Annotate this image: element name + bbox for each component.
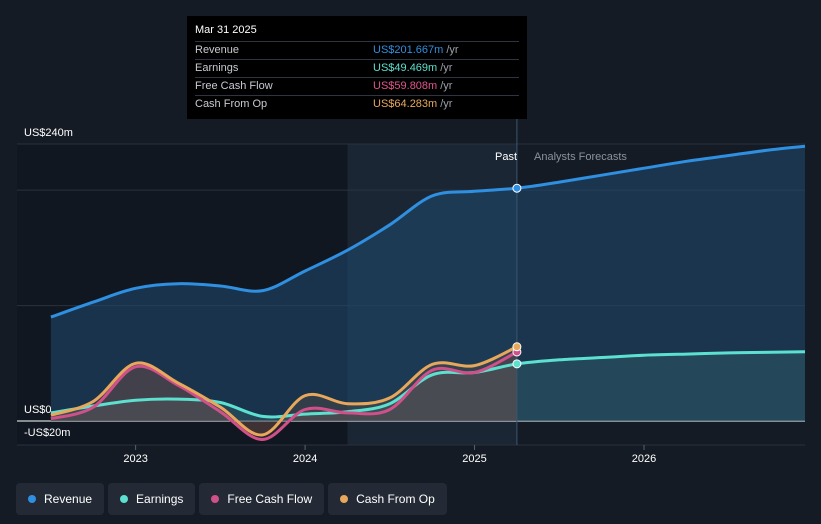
legend-item-free-cash-flow[interactable]: Free Cash Flow [199, 483, 325, 515]
legend-dot-icon [340, 495, 349, 503]
tooltip-row-value: US$49.469m [373, 62, 438, 74]
tooltip-row-unit: /yr [440, 80, 453, 92]
tooltip-rows: Revenue US$201.667m/yr Earnings US$49.469m /… [195, 41, 519, 113]
revenue-line [50, 144, 806, 319]
legend-label: Revenue [44, 492, 93, 506]
tooltip-row-value: US$64.283m [373, 98, 438, 110]
tooltip-row: Revenue US$201.667m/yr [195, 41, 519, 59]
tooltip: Mar 31 2025 Revenue US$201.667m/yr Earning… [187, 16, 527, 119]
y-label-neg: -US$20m [24, 427, 70, 439]
past-label: Past [495, 151, 517, 163]
legend-item-earnings[interactable]: Earnings [108, 483, 196, 515]
x-tick-label: 2023 [123, 453, 147, 465]
tooltip-row: Cash From Op US$64.283m/yr [195, 95, 519, 113]
tooltip-row-unit: /yr [440, 62, 453, 74]
free-cash-flow-area [50, 352, 517, 440]
tooltip-date: Mar 31 2025 [195, 24, 257, 36]
legend-label: Free Cash Flow [227, 492, 313, 506]
series-dots [512, 183, 522, 369]
free-cash-flow-line [50, 350, 518, 442]
cash-from-op-point [512, 342, 522, 352]
revenue-area [50, 146, 805, 422]
tooltip-row-value: US$201.667m [373, 44, 444, 56]
tooltip-row-label: Earnings [195, 62, 239, 74]
x-tick-label: 2025 [462, 453, 486, 465]
x-tick-label: 2026 [632, 453, 656, 465]
legend-dot-icon [120, 495, 129, 503]
tooltip-row-unit: /yr [446, 44, 459, 56]
earnings-line [50, 350, 806, 419]
legend: Revenue Earnings Free Cash Flow Cash From O… [16, 483, 447, 515]
legend-label: Earnings [136, 492, 184, 506]
y-label-zero: US$0 [24, 404, 52, 416]
x-tick-label: 2024 [293, 453, 317, 465]
tooltip-row: Free Cash Flow US$59.808m/yr [195, 77, 519, 95]
series-lines [50, 144, 806, 442]
x-axis-ticks: 2023 2024 2025 2026 [123, 445, 656, 465]
legend-item-revenue[interactable]: Revenue [16, 483, 105, 515]
tooltip-row: Earnings US$49.469m/yr [195, 59, 519, 77]
cash-from-op-line [50, 345, 518, 437]
series-areas [50, 146, 805, 440]
legend-label: Cash From Op [356, 492, 435, 506]
earnings-area [50, 351, 805, 421]
tooltip-row-value: US$59.808m [373, 80, 438, 92]
revenue-point [512, 183, 522, 193]
earnings-point [512, 359, 522, 369]
legend-dot-icon [28, 495, 36, 503]
forecast-label: Analysts Forecasts [534, 151, 627, 163]
legend-item-cash-from-op[interactable]: Cash From Op [328, 483, 447, 515]
legend-dot-icon [211, 495, 220, 503]
cash-from-op-area [50, 346, 517, 436]
y-label-top: US$240m [24, 127, 73, 139]
tooltip-row-label: Cash From Op [195, 98, 268, 110]
tooltip-row-unit: /yr [440, 98, 453, 110]
tooltip-row-label: Free Cash Flow [195, 80, 273, 92]
tooltip-row-label: Revenue [195, 44, 240, 56]
